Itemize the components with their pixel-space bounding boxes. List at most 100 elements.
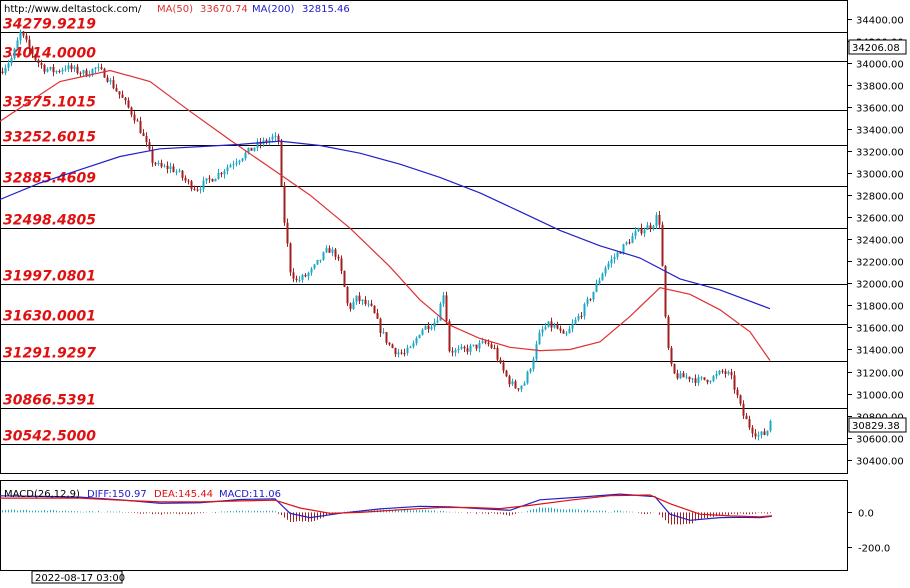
candle-body — [751, 427, 754, 434]
candle-body — [103, 68, 106, 78]
candle-body — [85, 70, 88, 77]
y-axis: 30400.0030600.0030800.0031000.0031200.00… — [848, 16, 904, 468]
candle-body — [484, 341, 487, 343]
candle-body — [34, 54, 37, 61]
candle-body — [394, 347, 397, 355]
candle-body — [481, 341, 484, 343]
candle-body — [280, 140, 283, 186]
ma200-line — [0, 140, 771, 310]
candle-body — [151, 149, 154, 163]
candle-body — [460, 346, 463, 349]
candle-body — [208, 178, 211, 180]
candle-body — [139, 120, 142, 134]
candle-body — [181, 170, 184, 178]
candle-body — [682, 373, 685, 378]
candle-body — [43, 64, 46, 72]
ma200-label: MA(200) — [252, 4, 294, 15]
candle-body — [409, 346, 412, 348]
candle-body — [301, 274, 304, 280]
candle-body — [247, 147, 250, 153]
candle-body — [25, 35, 28, 40]
candle-body — [310, 268, 313, 273]
y-tick-label: 32400.00 — [856, 236, 904, 247]
candle-body — [343, 270, 346, 287]
macd-tick-label: -200.0 — [858, 544, 890, 555]
candle-body — [541, 329, 544, 333]
candle-body — [148, 142, 151, 150]
candle-body — [634, 231, 637, 237]
date-label: 2022-08-17 03:00 — [35, 573, 125, 584]
level-label: 30542.5000 — [3, 429, 96, 445]
current-price-value: 34206.08 — [852, 43, 900, 54]
candle-body — [496, 347, 499, 360]
candle-body — [337, 256, 340, 259]
candle-body — [583, 303, 586, 317]
candle-body — [271, 136, 274, 140]
candle-body — [478, 342, 481, 349]
candle-body — [22, 31, 25, 36]
candle-body — [238, 160, 241, 163]
candle-body — [568, 328, 571, 334]
candle-body — [643, 229, 646, 234]
candle-body — [202, 180, 205, 190]
last-price-value: 30829.38 — [852, 421, 900, 432]
candle-body — [469, 345, 472, 352]
candle-body — [535, 344, 538, 360]
candle-body — [142, 133, 145, 137]
candle-body — [91, 68, 94, 75]
level-label: 31291.9297 — [3, 346, 96, 362]
candle-body — [322, 252, 325, 260]
macd-pane-frame — [0, 480, 848, 571]
candle-body — [268, 139, 271, 143]
level-label: 31630.0001 — [3, 309, 96, 325]
candle-body — [472, 344, 475, 346]
candle-body — [64, 69, 67, 71]
candle-body — [46, 69, 49, 72]
macd-dea-value: DEA:145.44 — [154, 489, 213, 500]
candle-body — [70, 65, 73, 70]
candle-body — [256, 141, 259, 148]
candle-body — [475, 344, 478, 349]
candle-body — [94, 67, 97, 69]
y-tick-label: 32200.00 — [856, 258, 904, 269]
candle-body — [100, 67, 103, 69]
candle-body — [346, 286, 349, 304]
candle-body — [358, 295, 361, 302]
candle-body — [79, 73, 82, 75]
candle-body — [169, 166, 172, 169]
candle-body — [418, 334, 421, 339]
candle-body — [670, 347, 673, 364]
candle-body — [655, 215, 658, 227]
candle-body — [250, 147, 253, 151]
candle-body — [277, 135, 280, 141]
candle-body — [748, 419, 751, 428]
candle-body — [514, 381, 517, 389]
y-tick-label: 33800.00 — [856, 82, 904, 93]
candle-body — [199, 189, 202, 191]
candle-body — [298, 279, 301, 281]
candle-body — [646, 225, 649, 230]
candle-body — [160, 162, 163, 167]
candle-body — [529, 368, 532, 372]
candle-body — [10, 58, 13, 64]
candle-body — [706, 379, 709, 383]
candle-body — [577, 315, 580, 320]
candle-body — [556, 325, 559, 329]
candle-body — [586, 299, 589, 304]
candle-body — [676, 373, 679, 379]
candle-body — [331, 249, 334, 253]
candle-body — [349, 303, 352, 309]
candle-body — [718, 370, 721, 375]
candle-body — [760, 431, 763, 436]
candle-body — [652, 226, 655, 229]
candle-body — [415, 338, 418, 344]
candle-body — [403, 352, 406, 354]
macd-dea-line — [0, 494, 773, 518]
candle-body — [640, 227, 643, 234]
candle-body — [364, 299, 367, 304]
candle-body — [316, 259, 319, 265]
y-tick-label: 31400.00 — [856, 346, 904, 357]
date-label-box — [31, 570, 123, 584]
candle-body — [109, 80, 112, 82]
